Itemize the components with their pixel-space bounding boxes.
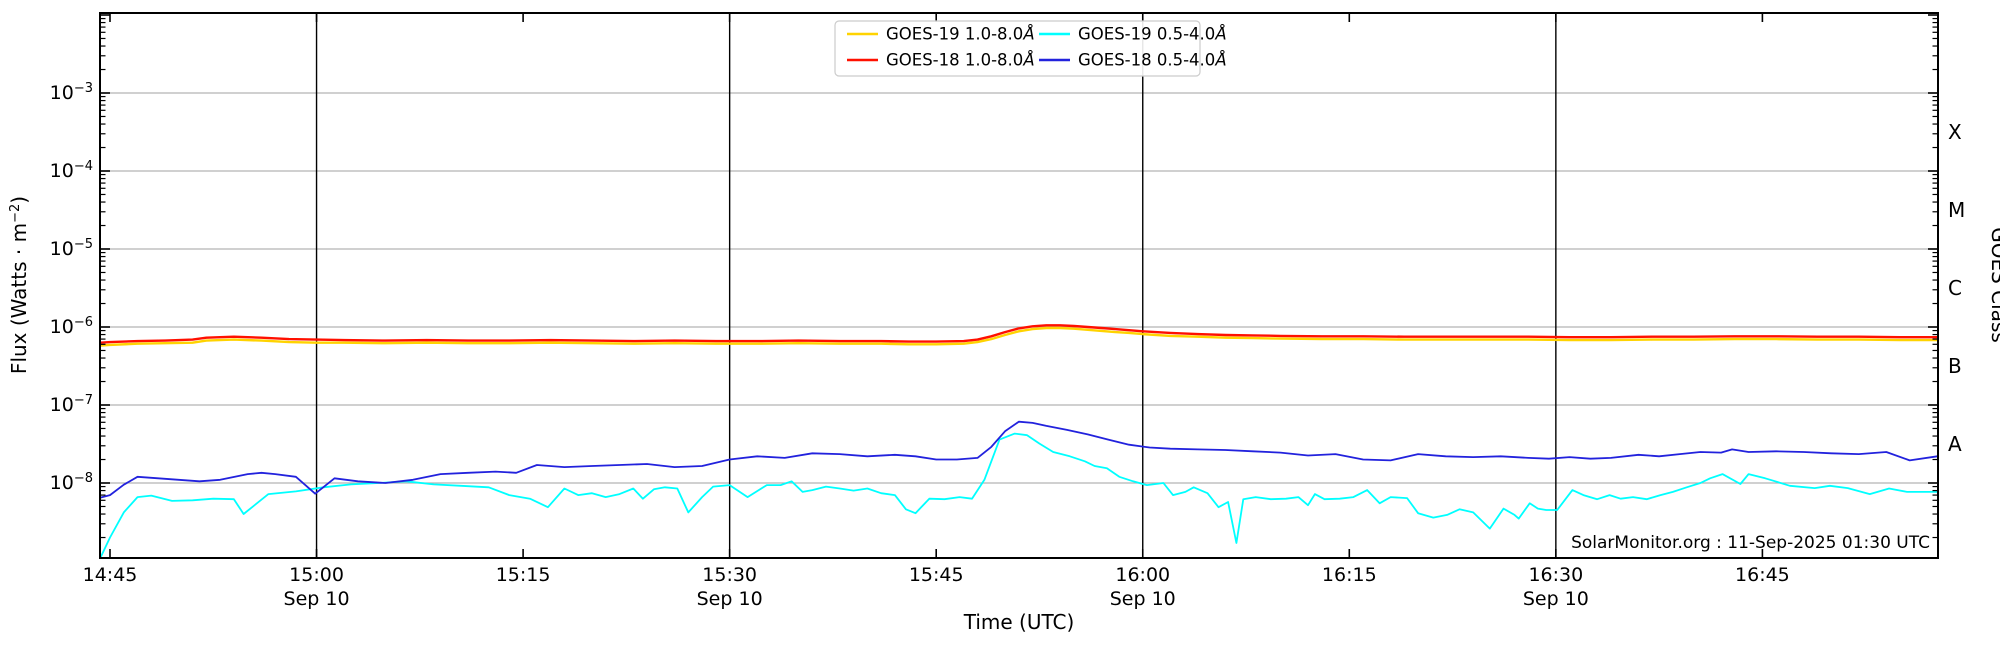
legend-label-goes18-long: GOES-18 1.0-8.0Å (886, 51, 1035, 70)
goes-class-a: A (1948, 432, 1962, 456)
goes-class-b: B (1948, 354, 1962, 378)
x-tick-label: 16:00 (1115, 564, 1170, 586)
legend-label-goes19-long: GOES-19 1.0-8.0Å (886, 25, 1035, 44)
y-tick-label: 10−5 (50, 237, 93, 260)
legend-box (834, 20, 1201, 77)
legend-label-goes18-short: GOES-18 0.5-4.0Å (1078, 51, 1227, 70)
x-tick-label: 15:15 (496, 564, 551, 586)
date-label: Sep 10 (1523, 588, 1589, 610)
y-tick-label: 10−7 (50, 393, 93, 416)
x-tick-label: 16:15 (1322, 564, 1377, 586)
goes-class-labels: X M C B A (1948, 120, 1965, 456)
goes-class-x: X (1948, 120, 1962, 144)
x-tick-label: 14:45 (83, 564, 138, 586)
plot-border (99, 12, 1939, 559)
x-tick-label: 15:00 (289, 564, 344, 586)
curve-goes-19-0-5-4-0- (100, 432, 1938, 558)
date-label: Sep 10 (284, 588, 350, 610)
y-tick-label: 10−8 (50, 471, 93, 494)
date-label: Sep 10 (1110, 588, 1176, 610)
x-tick-label: 16:30 (1528, 564, 1583, 586)
curve-goes-18-1-0-8-0- (100, 324, 1938, 344)
curve-goes-19-1-0-8-0- (100, 326, 1938, 347)
gridlines-layer (100, 13, 1938, 558)
y-axis-title: Flux (Watts · m−2) (7, 196, 31, 374)
ticks-layer (100, 13, 1938, 558)
legend-label-goes19-short: GOES-19 0.5-4.0Å (1078, 25, 1227, 44)
x-tick-label: 16:45 (1735, 564, 1790, 586)
date-label: Sep 10 (697, 588, 763, 610)
solarmonitor-annotation: SolarMonitor.org : 11-Sep-2025 01:30 UTC (1571, 533, 1930, 553)
x-axis-title: Time (UTC) (963, 610, 1075, 634)
curve-goes-18-0-5-4-0- (100, 420, 1938, 499)
x-tick-label: 15:30 (702, 564, 757, 586)
goes-class-m: M (1948, 198, 1965, 222)
y-tick-label: 10−3 (50, 81, 93, 104)
y-tick-label: 10−6 (50, 315, 93, 338)
curves-layer (100, 324, 1938, 558)
y2-axis-title: GOES Class (1987, 227, 2000, 343)
legend: GOES-19 1.0-8.0Å GOES-18 1.0-8.0Å GOES-1… (834, 20, 1227, 77)
y-tick-label: 10−4 (50, 159, 93, 182)
goes-class-c: C (1948, 276, 1962, 300)
x-tick-label: 15:45 (909, 564, 964, 586)
